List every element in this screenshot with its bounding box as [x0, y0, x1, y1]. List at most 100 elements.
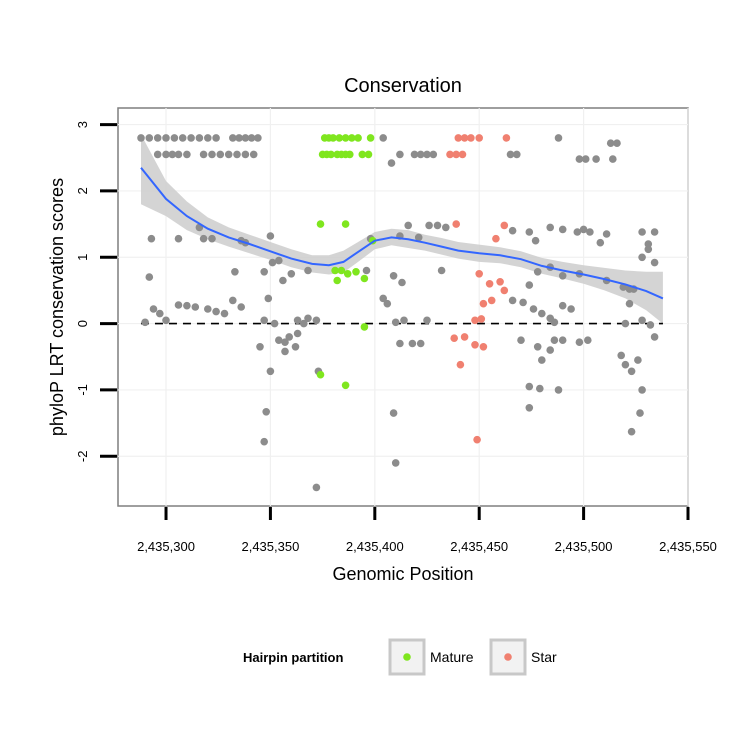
point-other-1: [145, 134, 154, 142]
point-star-8: [452, 220, 461, 228]
point-other-152: [621, 360, 630, 369]
point-other-144: [584, 336, 592, 345]
point-other-32: [410, 150, 419, 159]
point-other-130: [423, 316, 431, 325]
point-star-6: [452, 150, 461, 159]
point-other-24: [199, 150, 208, 159]
point-other-80: [398, 278, 406, 287]
point-other-3: [162, 134, 170, 142]
point-star-0: [454, 134, 463, 142]
point-other-137: [558, 301, 567, 310]
point-other-74: [279, 276, 287, 285]
point-other-110: [270, 319, 279, 328]
point-other-60: [531, 236, 540, 245]
point-other-58: [508, 226, 517, 235]
point-mature-18: [341, 220, 350, 228]
point-other-123: [379, 294, 388, 303]
chart-title: Conservation: [344, 75, 462, 97]
x-tick-label-5: 2,435,550: [659, 539, 717, 554]
point-other-75: [287, 270, 296, 278]
point-mature-25: [360, 274, 369, 283]
x-tick-label-2: 2,435,400: [346, 539, 404, 554]
point-other-39: [581, 155, 590, 163]
point-other-105: [220, 309, 229, 318]
point-other-155: [638, 386, 646, 394]
point-other-107: [237, 303, 245, 311]
point-other-127: [400, 316, 408, 325]
point-mature-27: [316, 370, 325, 379]
point-other-166: [391, 459, 400, 467]
point-other-33: [416, 150, 425, 159]
point-star-24: [473, 435, 481, 444]
point-other-133: [529, 305, 538, 313]
point-other-142: [558, 336, 567, 345]
point-other-0: [137, 134, 145, 142]
y-tick-label-0: -2: [75, 451, 90, 463]
point-other-25: [208, 150, 216, 159]
point-other-65: [586, 228, 594, 236]
point-star-17: [471, 316, 479, 325]
point-other-23: [183, 150, 191, 159]
point-other-162: [262, 408, 271, 416]
point-mature-2: [329, 134, 337, 142]
point-other-5: [178, 134, 187, 142]
point-other-113: [293, 316, 302, 325]
point-other-18: [613, 139, 621, 147]
point-other-34: [423, 150, 431, 159]
point-other-72: [268, 258, 277, 267]
point-other-100: [174, 301, 183, 309]
point-other-10: [229, 134, 237, 142]
point-other-97: [149, 305, 158, 313]
point-mature-17: [316, 220, 325, 228]
point-other-151: [617, 351, 625, 360]
point-other-106: [229, 296, 237, 305]
point-star-19: [450, 334, 459, 343]
point-mature-6: [354, 134, 362, 142]
point-star-5: [446, 150, 454, 159]
point-other-149: [554, 386, 563, 394]
legend-label-star: Star: [531, 649, 557, 665]
y-tick-label-5: 3: [75, 121, 90, 128]
point-other-120: [256, 343, 264, 351]
smooth-curve-layer: [140, 167, 664, 300]
point-other-53: [404, 221, 413, 230]
point-other-17: [606, 139, 615, 147]
point-other-112: [285, 333, 294, 341]
point-other-125: [391, 318, 400, 327]
point-other-147: [525, 382, 534, 391]
y-tick-label-2: 0: [75, 320, 90, 327]
point-other-61: [546, 223, 554, 232]
point-other-83: [533, 268, 542, 276]
point-mature-4: [341, 134, 350, 142]
point-other-62: [558, 225, 567, 234]
point-other-14: [254, 134, 262, 142]
point-mature-22: [343, 270, 352, 278]
point-other-160: [650, 333, 659, 341]
point-other-92: [625, 299, 634, 308]
point-other-98: [156, 309, 164, 318]
point-other-66: [596, 238, 605, 247]
point-other-40: [592, 155, 600, 163]
point-other-67: [602, 230, 611, 238]
point-other-104: [212, 307, 220, 316]
x-tick-label-3: 2,435,450: [450, 539, 508, 554]
point-other-153: [627, 367, 636, 376]
point-other-94: [644, 245, 653, 254]
point-other-146: [546, 346, 554, 354]
point-other-126: [396, 339, 404, 348]
point-other-132: [519, 298, 527, 307]
point-other-56: [433, 221, 442, 230]
point-other-77: [231, 268, 239, 276]
point-other-29: [241, 150, 250, 159]
point-other-102: [191, 303, 200, 311]
point-other-108: [260, 316, 269, 325]
point-other-8: [204, 134, 212, 142]
point-other-6: [187, 134, 195, 142]
point-other-70: [650, 228, 659, 236]
point-star-7: [458, 150, 467, 159]
point-other-13: [247, 134, 256, 142]
point-other-96: [141, 318, 149, 327]
point-other-118: [291, 343, 300, 351]
point-other-122: [293, 329, 302, 338]
